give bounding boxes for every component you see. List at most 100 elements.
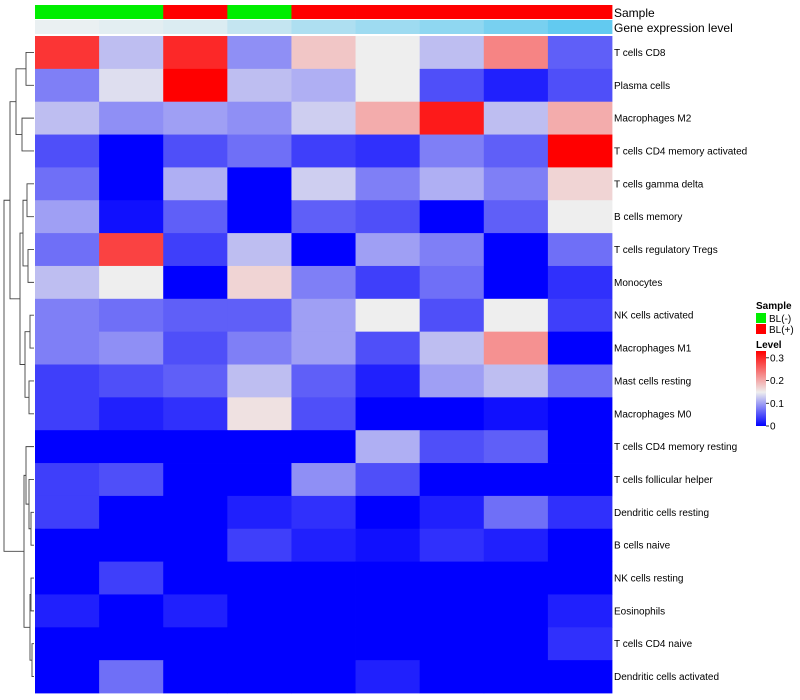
heatmap-cell-macrophages-m2-col-6 (355, 101, 421, 135)
heatmap-cell-t-cells-cd4-memory-resting-col-4 (227, 430, 292, 464)
heatmap-cell-t-cells-regulatory-tregs-col-8 (483, 233, 549, 267)
heatmap-cell-t-cells-cd8-col-6 (355, 36, 421, 70)
heatmap-cell-macrophages-m2-col-9 (547, 101, 613, 135)
row-label-t-cells-cd4-memory-resting: T cells CD4 memory resting (614, 442, 737, 453)
heatmap-cell-nk-cells-resting-col-1 (35, 561, 100, 595)
heatmap-cell-mast-cells-resting-col-9 (547, 364, 613, 398)
heatmap-cell-t-cells-follicular-helper-col-1 (35, 463, 100, 497)
heatmap-cell-t-cells-cd4-memory-activated-col-3 (163, 134, 228, 168)
heatmap-cell-eosinophils-col-1 (35, 594, 100, 628)
expression-annotation-col-4 (227, 20, 292, 34)
heatmap-cell-dendritic-cells-resting-col-7 (419, 495, 485, 530)
heatmap-cell-monocytes-col-8 (483, 265, 549, 300)
row-label-b-cells-naive: B cells naive (614, 541, 671, 552)
heatmap-cell-b-cells-naive-col-6 (355, 528, 421, 562)
heatmap-cell-macrophages-m2-col-3 (163, 101, 228, 135)
heatmap-cell-b-cells-naive-col-7 (419, 528, 485, 562)
expression-annotation-col-6 (355, 20, 421, 34)
heatmap-cell-plasma-cells-col-9 (547, 68, 613, 103)
heatmap-cell-t-cells-gamma-delta-col-4 (227, 167, 292, 201)
legend-tick-label-1: 0.2 (770, 376, 784, 387)
heatmap-cell-mast-cells-resting-col-1 (35, 364, 100, 398)
heatmap-cell-t-cells-cd4-memory-activated-col-1 (35, 134, 100, 168)
legend: Sample BL(-) BL(+) Level 0.3 0.2 0.1 0 (756, 301, 794, 433)
row-label-macrophages-m1: Macrophages M1 (614, 344, 692, 355)
heatmap-cell-t-cells-cd8-col-9 (547, 36, 613, 70)
heatmap-cell-t-cells-gamma-delta-col-6 (355, 167, 421, 201)
row-label-t-cells-follicular-helper: T cells follicular helper (614, 475, 713, 486)
dendrogram-branch-1 (25, 51, 34, 86)
row-label-nk-cells-activated: NK cells activated (614, 311, 693, 322)
heatmap-cell-t-cells-cd4-memory-resting-col-3 (163, 430, 228, 464)
heatmap-cell-b-cells-memory-col-2 (99, 200, 164, 234)
heatmap-cell-t-cells-regulatory-tregs-col-6 (355, 233, 421, 267)
heatmap-cell-dendritic-cells-resting-col-1 (35, 495, 100, 530)
heatmap-cell-macrophages-m2-col-8 (483, 101, 549, 135)
heatmap-cell-nk-cells-resting-col-5 (291, 561, 356, 595)
sample-annotation-col-3 (163, 5, 228, 19)
legend-tick-label-0: 0.3 (770, 353, 784, 364)
heatmap-cell-t-cells-follicular-helper-col-8 (483, 463, 549, 497)
heatmap-cell-nk-cells-activated-col-9 (547, 298, 613, 333)
heatmap-cell-t-cells-cd4-naive-col-6 (355, 627, 421, 661)
heatmap-cell-t-cells-cd4-memory-activated-col-9 (547, 134, 613, 168)
row-label-t-cells-gamma-delta: T cells gamma delta (614, 179, 704, 190)
dendrogram-branch-12 (30, 511, 34, 546)
heatmap-cell-t-cells-follicular-helper-col-3 (163, 463, 228, 497)
heatmap-cell-t-cells-cd4-memory-activated-col-5 (291, 134, 356, 168)
row-label-t-cells-cd4-naive: T cells CD4 naive (614, 639, 693, 650)
row-label-mast-cells-resting: Mast cells resting (614, 376, 691, 387)
heatmap-cell-dendritic-cells-resting-col-6 (355, 495, 421, 530)
legend-swatch-bl-pos (756, 324, 766, 334)
heatmap-cell-b-cells-memory-col-8 (483, 200, 549, 234)
annotation-title-expression: Gene expression level (614, 21, 733, 35)
heatmap-cell-dendritic-cells-resting-col-4 (227, 495, 292, 530)
expression-annotation-col-2 (99, 20, 164, 34)
heatmap-cell-b-cells-naive-col-3 (163, 528, 228, 562)
heatmap-cell-dendritic-cells-resting-col-9 (547, 495, 613, 530)
heatmap-cell-macrophages-m1-col-6 (355, 331, 421, 365)
dendrogram-branch-8 (28, 380, 34, 415)
expression-annotation-col-7 (419, 20, 485, 34)
row-label-plasma-cells: Plasma cells (614, 81, 670, 92)
heatmap-cell-dendritic-cells-resting-col-3 (163, 495, 228, 530)
heatmap-cell-macrophages-m0-col-2 (99, 397, 164, 431)
heatmap-cell-eosinophils-col-8 (483, 594, 549, 628)
heatmap-cell-monocytes-col-6 (355, 265, 421, 300)
heatmap-cell-t-cells-cd4-memory-resting-col-9 (547, 430, 613, 464)
heatmap-cell-b-cells-memory-col-7 (419, 200, 485, 234)
dendrogram-branch-10 (19, 232, 25, 365)
heatmap-cell-nk-cells-activated-col-4 (227, 298, 292, 333)
heatmap-cell-t-cells-cd4-memory-resting-col-7 (419, 430, 485, 464)
dendrogram-branch-11 (9, 101, 20, 300)
column-annotation-bars (35, 5, 613, 34)
heatmap-cell-macrophages-m1-col-8 (483, 331, 549, 365)
heatmap-cell-t-cells-cd8-col-5 (291, 36, 356, 70)
heatmap-cell-t-cells-regulatory-tregs-col-3 (163, 233, 228, 267)
column-annotation-titles: Sample Gene expression level (614, 6, 733, 35)
dendrogram-branch-3 (15, 68, 26, 135)
heatmap-cell-nk-cells-resting-col-2 (99, 561, 164, 595)
heatmap-cell-t-cells-cd4-naive-col-4 (227, 627, 292, 661)
heatmap-cell-nk-cells-activated-col-5 (291, 298, 356, 333)
sample-annotation-col-8 (483, 5, 549, 19)
heatmap-cell-nk-cells-resting-col-4 (227, 561, 292, 595)
heatmap-cell-plasma-cells-col-8 (483, 68, 549, 103)
legend-tick-label-3: 0 (770, 422, 776, 433)
heatmap-cell-t-cells-cd4-naive-col-7 (419, 627, 485, 661)
heatmap-cell-t-cells-cd4-naive-col-9 (547, 627, 613, 661)
heatmap-cell-t-cells-gamma-delta-col-7 (419, 167, 485, 201)
heatmap-cell-dendritic-cells-resting-col-5 (291, 495, 356, 530)
heatmap-cell-nk-cells-resting-col-8 (483, 561, 549, 595)
heatmap-cell-macrophages-m0-col-5 (291, 397, 356, 431)
heatmap-cell-eosinophils-col-6 (355, 594, 421, 628)
heatmap-cell-t-cells-cd4-memory-activated-col-8 (483, 134, 549, 168)
annotation-title-sample: Sample (614, 6, 655, 20)
heatmap-cell-macrophages-m0-col-4 (227, 397, 292, 431)
heatmap-cell-monocytes-col-5 (291, 265, 356, 300)
heatmap-cell-b-cells-memory-col-6 (355, 200, 421, 234)
heatmap-cell-plasma-cells-col-6 (355, 68, 421, 103)
heatmap-cell-t-cells-cd4-naive-col-1 (35, 627, 100, 661)
heatmap-cell-t-cells-regulatory-tregs-col-2 (99, 233, 164, 267)
